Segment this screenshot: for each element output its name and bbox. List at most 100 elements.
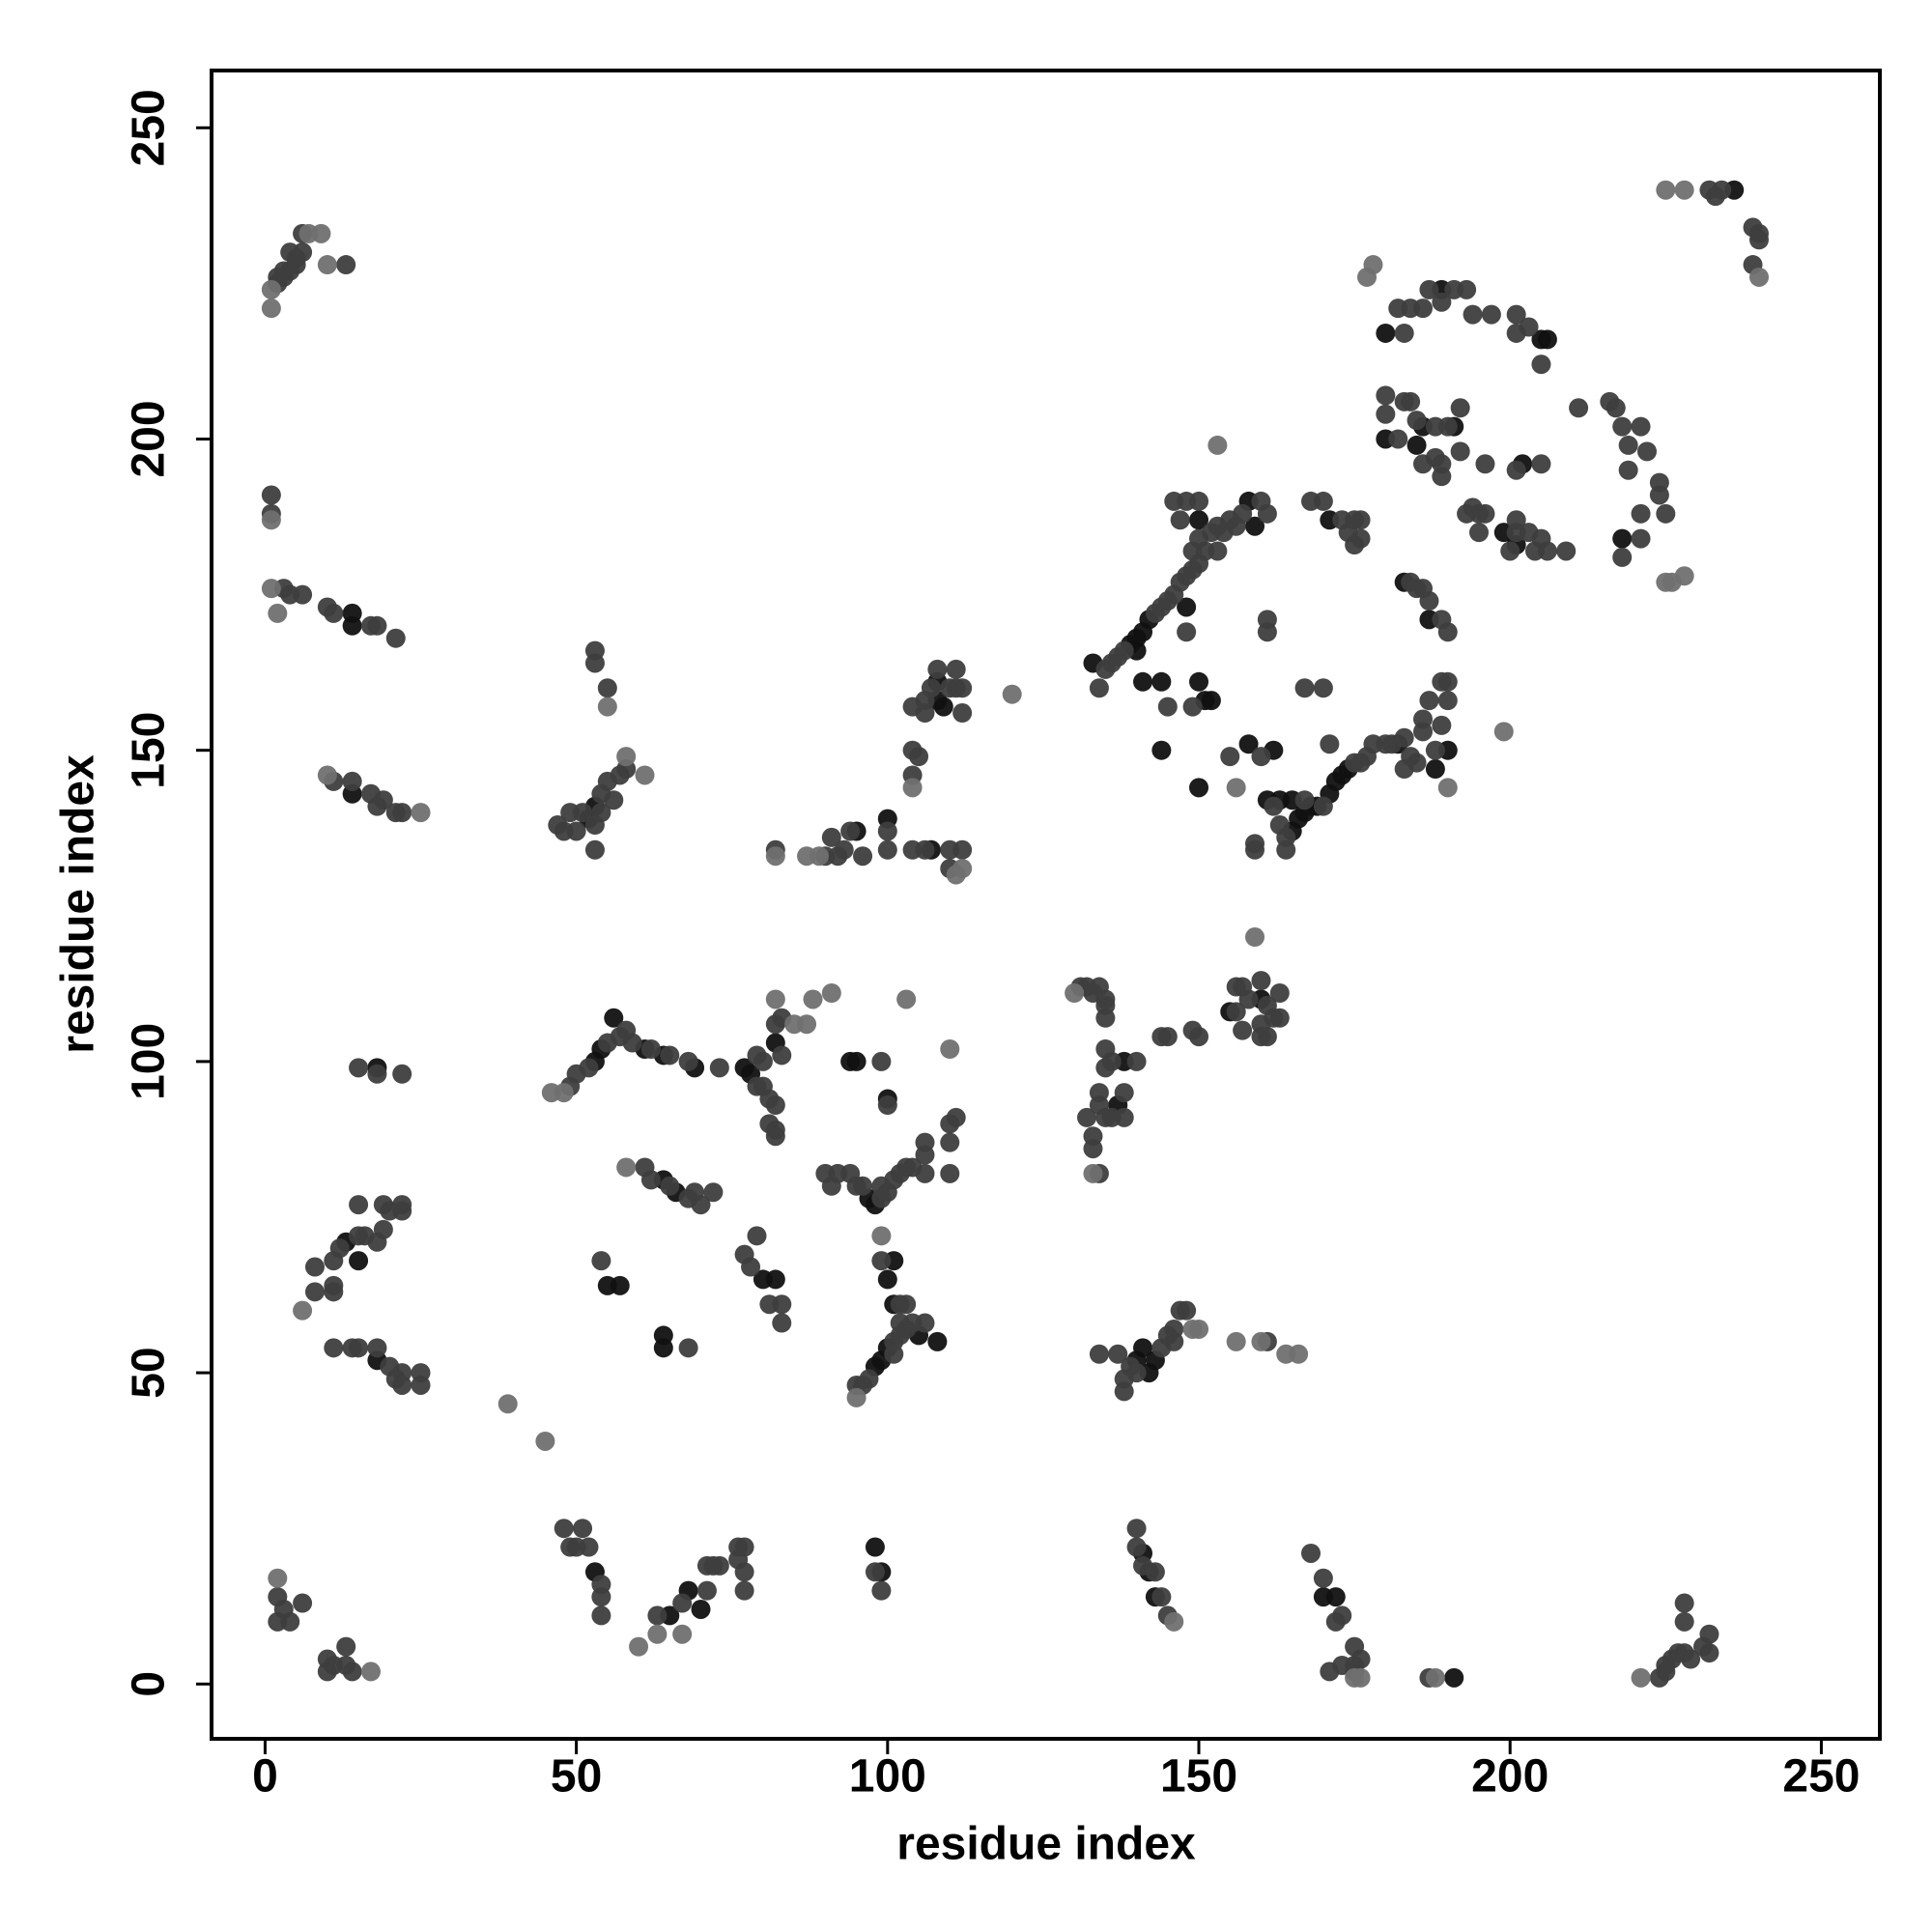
point [1245,516,1265,536]
point [1748,267,1769,287]
point [927,1331,948,1351]
x-tick-label: 100 [849,1751,926,1803]
point [329,1238,350,1259]
point [1208,541,1228,561]
point [1189,510,1209,530]
point [946,659,966,679]
y-tick-label: 50 [124,1347,175,1398]
point [1437,691,1458,711]
point [946,1107,966,1127]
point [902,696,923,717]
point [1177,622,1197,642]
point [1444,1667,1464,1688]
point [573,803,593,823]
point [280,1611,300,1632]
point [1618,435,1638,455]
point [597,696,617,717]
point [261,579,281,599]
point [317,765,337,785]
point [1189,778,1209,798]
point [709,1555,729,1576]
point [1406,411,1427,431]
point [1294,790,1315,810]
point [1712,180,1732,200]
point [1101,1051,1122,1071]
point [629,1636,649,1657]
y-tick-label: 250 [124,89,175,166]
point [1164,1319,1184,1339]
point [1631,528,1651,549]
point [1313,491,1333,511]
point [1500,541,1520,561]
point [1350,1667,1371,1688]
point [921,678,941,698]
point [1269,1008,1290,1028]
point [385,628,406,648]
point [311,223,331,243]
point [765,1120,785,1140]
point [678,1051,698,1071]
point [1157,696,1178,717]
point [373,790,393,810]
point [304,1257,325,1277]
y-tick-label: 0 [124,1671,175,1697]
point [1189,671,1209,692]
point [604,790,624,810]
point [821,827,841,847]
point [765,1269,785,1290]
point [1394,727,1414,748]
x-tick-label: 50 [551,1751,602,1803]
point [821,983,841,1004]
point [584,653,605,673]
point [871,1051,892,1071]
point [1320,734,1340,754]
point [877,839,897,860]
point [1126,1537,1147,1557]
point [1401,391,1421,412]
point [1419,279,1439,299]
point [1251,747,1271,767]
point [672,1593,693,1613]
point [1065,983,1085,1004]
point [1108,1344,1128,1364]
point [1419,691,1439,711]
point [261,279,281,299]
point [261,298,281,319]
point [1519,317,1539,337]
point [1226,1331,1246,1351]
point [840,821,861,841]
point [1151,671,1172,692]
point [877,1269,897,1290]
point [1350,1649,1371,1669]
point [392,1064,412,1084]
point [1114,1107,1134,1127]
point [747,1226,767,1246]
point [940,1039,960,1060]
point [909,747,929,767]
point [349,1251,369,1271]
point [1432,292,1452,312]
point [1506,460,1526,480]
point [1556,541,1577,561]
point [915,839,935,860]
point [772,1294,792,1315]
point [591,803,611,823]
point [660,1045,680,1065]
point [1313,678,1333,698]
point [1095,1008,1116,1028]
point [635,765,655,785]
x-tick-label: 250 [1782,1751,1860,1803]
point [846,1051,867,1071]
point [1245,834,1265,854]
point [1089,678,1109,698]
point [1182,696,1203,717]
point [349,1338,369,1358]
point [896,1294,917,1315]
point [1189,528,1209,549]
point [877,1094,897,1115]
point [1618,460,1638,480]
point [1126,1051,1147,1071]
point [1432,715,1452,735]
point [1413,709,1434,729]
point [765,1094,785,1115]
